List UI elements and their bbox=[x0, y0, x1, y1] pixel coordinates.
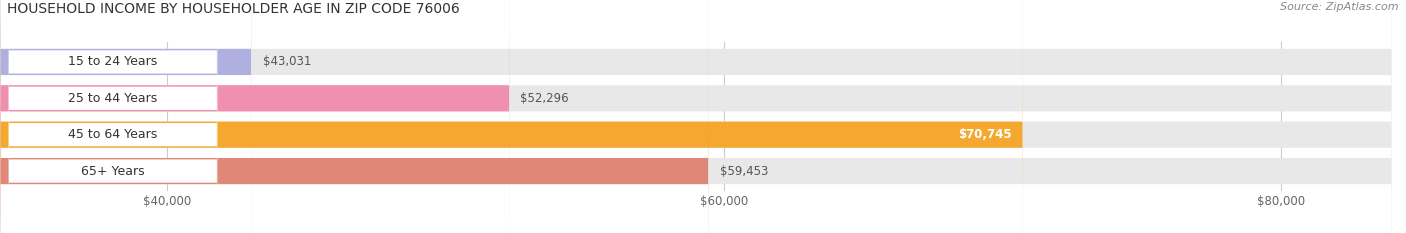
Text: $59,453: $59,453 bbox=[720, 164, 768, 178]
FancyBboxPatch shape bbox=[8, 0, 217, 233]
FancyBboxPatch shape bbox=[8, 0, 217, 233]
FancyBboxPatch shape bbox=[0, 0, 509, 233]
Text: $52,296: $52,296 bbox=[520, 92, 569, 105]
Text: $43,031: $43,031 bbox=[263, 55, 311, 69]
Text: HOUSEHOLD INCOME BY HOUSEHOLDER AGE IN ZIP CODE 76006: HOUSEHOLD INCOME BY HOUSEHOLDER AGE IN Z… bbox=[7, 2, 460, 16]
Text: 65+ Years: 65+ Years bbox=[82, 164, 145, 178]
FancyBboxPatch shape bbox=[8, 0, 217, 233]
Text: 25 to 44 Years: 25 to 44 Years bbox=[67, 92, 157, 105]
Text: Source: ZipAtlas.com: Source: ZipAtlas.com bbox=[1281, 2, 1399, 12]
FancyBboxPatch shape bbox=[0, 0, 252, 233]
Text: 45 to 64 Years: 45 to 64 Years bbox=[67, 128, 157, 141]
FancyBboxPatch shape bbox=[8, 0, 217, 233]
Text: 15 to 24 Years: 15 to 24 Years bbox=[67, 55, 157, 69]
Text: $70,745: $70,745 bbox=[957, 128, 1012, 141]
FancyBboxPatch shape bbox=[0, 0, 709, 233]
FancyBboxPatch shape bbox=[0, 0, 1024, 233]
